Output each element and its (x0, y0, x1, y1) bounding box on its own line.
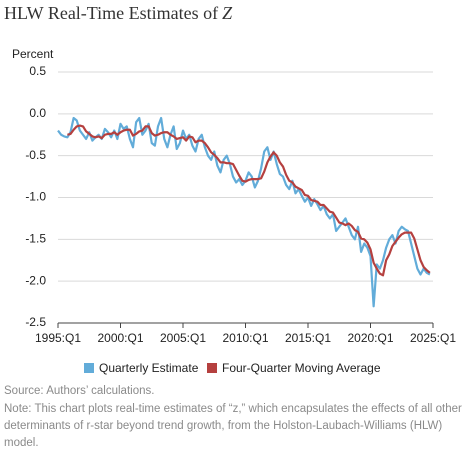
x-tick-label: 2005:Q1 (160, 331, 206, 345)
title-symbol: Z (222, 3, 233, 23)
x-tick-label: 2025:Q1 (410, 331, 456, 345)
source: Source: Authors’ calculations. (4, 385, 155, 397)
y-tick-label: -2.5 (25, 315, 46, 329)
x-tick-label: 1995:Q1 (35, 331, 81, 345)
y-tick-label: -1.5 (25, 232, 46, 246)
chart-title: HLW Real-Time Estimates of (4, 3, 219, 23)
legend-swatch (207, 363, 217, 373)
y-tick-label: -1.0 (25, 190, 46, 204)
legend-label: Four-Quarter Moving Average (222, 361, 381, 375)
x-tick-label: 2010:Q1 (222, 331, 268, 345)
note: Note: This chart plots real-time estimat… (4, 403, 462, 449)
legend-swatch (84, 363, 94, 373)
chart: Percent 0.5 0.0 -0.5 -1.0 -1.5 -2.0 -2.5 1995:Q… (12, 47, 456, 375)
y-tick-label: -0.5 (25, 148, 46, 162)
y-tick-label: 0.0 (29, 106, 46, 120)
x-tick-label: 2015:Q1 (285, 331, 331, 345)
chart-title-wrap: HLW Real-Time Estimates of Z (4, 3, 232, 24)
x-tick-label: 2000:Q1 (97, 331, 143, 345)
series-line (67, 124, 431, 277)
y-tick-label: 0.5 (29, 64, 46, 78)
y-axis-label: Percent (12, 47, 54, 61)
legend-label: Quarterly Estimate (99, 361, 199, 375)
x-tick-label: 2020:Q1 (347, 331, 393, 345)
series-line (57, 116, 431, 308)
y-tick-label: -2.0 (25, 273, 46, 287)
